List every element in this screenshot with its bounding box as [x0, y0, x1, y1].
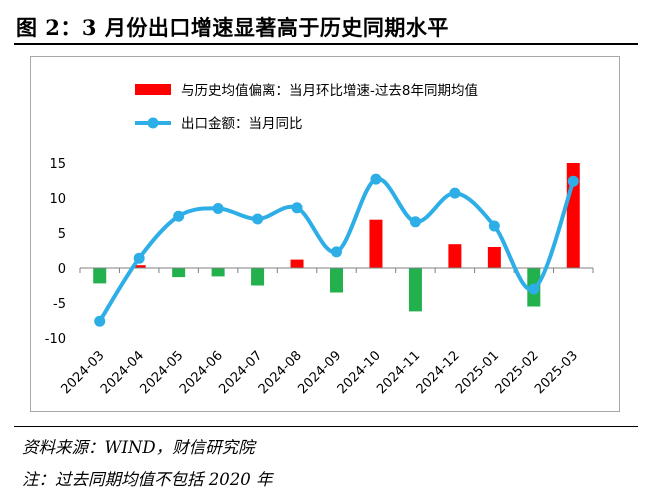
source-note: 资料来源：WIND，财信研究院: [22, 438, 255, 457]
bar-2024-10: [369, 219, 383, 268]
y-tick-label: 15: [49, 157, 66, 172]
y-tick-label: 0: [58, 262, 66, 277]
bar-2024-05: [172, 268, 186, 278]
y-tick-label: -5: [53, 297, 66, 312]
line-point-2024-03: [94, 315, 106, 327]
line-point-2024-10: [370, 173, 382, 185]
line-point-2024-05: [173, 210, 185, 222]
bar-2025-01: [487, 247, 501, 268]
legend-swatch-marker: [147, 117, 159, 129]
line-point-2024-09: [331, 246, 342, 258]
bar-2024-03: [93, 268, 107, 284]
bar-2024-07: [251, 268, 265, 286]
footnote: 注：过去同期均值不包括 2020 年: [22, 470, 273, 489]
bar-2024-04: [132, 265, 146, 268]
x-tick-label: 2025-03: [532, 348, 581, 397]
bottom-rule: [14, 426, 638, 427]
title-bar: 图 2：3 月份出口增速显著高于历史同期水平: [14, 6, 636, 42]
line-point-2024-11: [409, 216, 421, 228]
line-point-2025-01: [488, 220, 500, 232]
bar-2024-09: [330, 268, 343, 293]
y-tick-label: 10: [49, 192, 66, 207]
bar-2024-06: [211, 268, 225, 277]
line-point-2024-04: [133, 252, 145, 264]
legend-swatch-bar: [135, 84, 171, 95]
legend-label-line: 出口金额：当月同比: [181, 116, 303, 132]
bar-2024-08: [290, 259, 304, 268]
legend-label-bar: 与历史均值偏离：当月环比增速-过去8年同期均值: [181, 82, 478, 99]
line-point-2024-08: [291, 202, 303, 214]
plot-frame: [30, 56, 620, 412]
y-tick-label: -10: [45, 332, 66, 347]
title-rule: [14, 43, 638, 45]
line-point-2024-07: [252, 213, 264, 225]
bar-2024-11: [408, 268, 422, 312]
bar-2024-12: [448, 244, 462, 268]
line-point-2024-06: [212, 203, 224, 214]
y-tick-label: 5: [58, 227, 66, 242]
line-point-2025-02: [528, 283, 540, 295]
figure-title: 图 2：3 月份出口增速显著高于历史同期水平: [16, 15, 449, 40]
line-point-2024-12: [449, 187, 461, 199]
line-point-2025-03: [567, 175, 579, 187]
